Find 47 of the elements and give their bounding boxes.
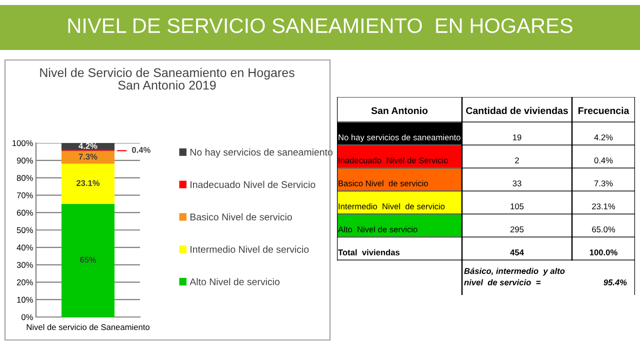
- text: 105: [510, 203, 524, 210]
- text: NIVEL DE SERVICIO SANEAMIENTO EN HOGARES: [68, 18, 572, 34]
- text: 100.0%: [590, 249, 618, 256]
- text: Alto Nivel de servicio: [338, 226, 418, 232]
- y-tick-label: 60%: [16, 210, 33, 216]
- y-tick-label: 80%: [16, 175, 33, 181]
- y-tick-label: 70%: [16, 192, 33, 198]
- text: 454: [510, 250, 524, 256]
- text: 295: [510, 226, 524, 232]
- y-tick-label: 30%: [16, 262, 33, 268]
- data-label: 0.4%: [132, 146, 150, 153]
- legend-label: Inadecuado Nivel de Servicio: [190, 180, 316, 188]
- data-label: 23.1%: [76, 180, 100, 186]
- y-tick-label: 40%: [16, 244, 33, 250]
- text: 0.4%: [594, 157, 613, 164]
- x-tick-label: Nivel de servicio de Saneamiento: [26, 324, 150, 330]
- text: 4.2%: [594, 134, 613, 140]
- data-label: 65%: [80, 256, 96, 263]
- text: 65.0%: [592, 226, 616, 232]
- text: Nivel de Servicio de Saneamiento en Hogares San Antonio 2019: [40, 68, 294, 90]
- text: 95.4%: [604, 279, 627, 286]
- data-label: 4.2%: [78, 142, 98, 149]
- data-label: 7.3%: [78, 154, 98, 160]
- y-tick-label: 0%: [22, 314, 33, 320]
- y-tick-label: 20%: [16, 279, 33, 286]
- text: Inadecuado Nivel de Servicio: [338, 157, 448, 164]
- legend-label: Intermedio Nivel de servicio: [190, 246, 309, 253]
- y-tick-label: 10%: [17, 296, 33, 303]
- text: Total viviendas: [338, 249, 400, 256]
- y-tick-label: 90%: [16, 158, 33, 164]
- legend-label: Basico Nivel de servicio: [190, 213, 292, 220]
- text: 19: [513, 134, 522, 140]
- text: No hay servicios de saneamiento: [338, 134, 460, 142]
- legend-label: No hay servicios de saneamiento: [190, 148, 332, 158]
- text: Básico, intermedio y alto nivel de servicio =: [464, 268, 565, 286]
- text: Intermedio Nivel de servicio: [338, 203, 445, 210]
- text: Cantidad de viviendas: [466, 106, 568, 114]
- text: 7.3%: [594, 180, 613, 186]
- text: Basico Nivel de servicio: [338, 180, 428, 186]
- y-tick-label: 100%: [12, 140, 33, 146]
- text: Frecuencia: [578, 106, 630, 114]
- text: 23.1%: [592, 203, 616, 210]
- y-tick-label: 50%: [16, 227, 33, 234]
- text: San Antonio: [371, 106, 428, 114]
- text: 2: [515, 157, 519, 164]
- text: 33: [512, 180, 522, 186]
- legend-label: Alto Nivel de servicio: [190, 278, 280, 286]
